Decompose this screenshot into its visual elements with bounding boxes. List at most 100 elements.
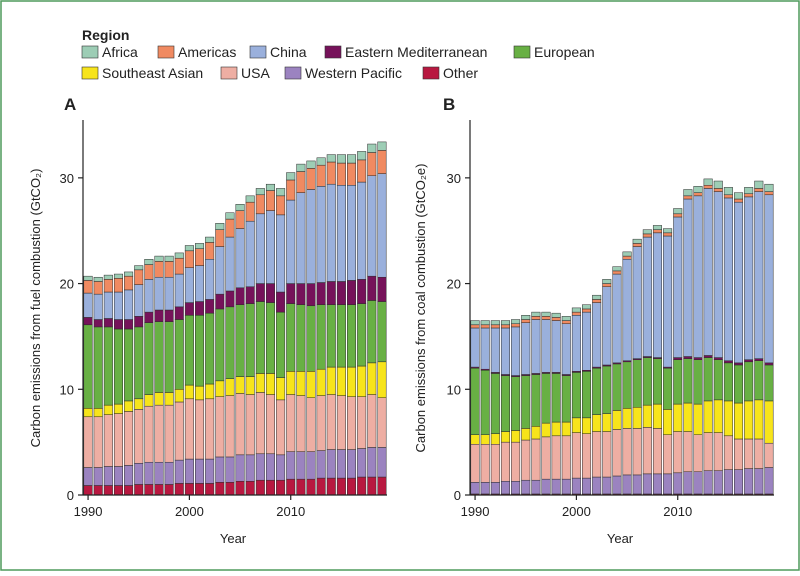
bar-b-1991-western-pacific bbox=[480, 482, 490, 495]
x-tick-label-b-2010: 2010 bbox=[663, 504, 692, 519]
bar-a-1999-eastern-mediterranean bbox=[174, 306, 184, 320]
bar-b-1992-western-pacific bbox=[490, 482, 500, 495]
bar-b-2004-european bbox=[612, 363, 622, 411]
bar-a-2001-china bbox=[195, 265, 205, 302]
legend-entry-eastern-mediterranean: Eastern Mediterranean bbox=[324, 44, 487, 60]
bar-a-1990-usa bbox=[83, 416, 93, 468]
bar-a-2003-eastern-mediterranean bbox=[215, 293, 225, 310]
bar-a-2015-africa bbox=[336, 154, 346, 164]
bar-a-2014-africa bbox=[326, 154, 336, 163]
y-tick-label-a-20: 20 bbox=[60, 277, 74, 292]
bar-a-1992-western-pacific bbox=[103, 466, 113, 486]
bar-a-1999-americas bbox=[174, 257, 184, 275]
bar-b-1994-china bbox=[511, 326, 521, 376]
bar-b-1991-china bbox=[480, 327, 490, 370]
bar-b-1999-western-pacific bbox=[561, 478, 571, 495]
bar-a-2003-western-pacific bbox=[215, 456, 225, 483]
bar-a-2012-china bbox=[306, 189, 316, 284]
bar-a-2018-africa bbox=[367, 143, 377, 153]
bar-a-2005-eastern-mediterranean bbox=[235, 287, 245, 305]
bar-b-1993-americas bbox=[500, 324, 510, 329]
bar-a-2018-usa bbox=[367, 394, 377, 448]
bar-b-2005-usa bbox=[622, 428, 632, 476]
bar-b-2015-eastern-mediterranean bbox=[723, 360, 733, 364]
bar-b-2008-americas bbox=[652, 229, 662, 234]
bar-b-2014-southeast-asian bbox=[713, 399, 723, 433]
bar-a-1993-european bbox=[113, 328, 123, 405]
bar-b-1996-china bbox=[531, 319, 541, 374]
bar-b-2002-china bbox=[592, 302, 602, 368]
bar-b-1995-european bbox=[521, 375, 531, 429]
bar-b-1996-usa bbox=[531, 438, 541, 481]
bar-b-2019-africa bbox=[764, 183, 774, 192]
bar-a-2014-americas bbox=[326, 161, 336, 185]
bar-a-2001-eastern-mediterranean bbox=[195, 301, 205, 316]
bar-b-2004-china bbox=[612, 273, 622, 364]
bar-b-2004-southeast-asian bbox=[612, 410, 622, 430]
bar-b-2013-africa bbox=[703, 178, 713, 186]
bar-b-1996-western-pacific bbox=[531, 479, 541, 495]
bar-b-2016-western-pacific bbox=[734, 469, 744, 495]
x-tick-label-b-1990: 1990 bbox=[461, 504, 490, 519]
bar-b-2012-southeast-asian bbox=[693, 403, 703, 435]
bar-a-2019-africa bbox=[377, 141, 387, 151]
bar-b-1993-china bbox=[500, 327, 510, 375]
legend-label-usa: USA bbox=[241, 65, 270, 81]
bar-a-1994-other bbox=[124, 485, 134, 496]
bar-b-2008-africa bbox=[652, 225, 662, 230]
bar-b-2019-usa bbox=[764, 442, 774, 468]
bar-a-2015-americas bbox=[336, 162, 346, 186]
bar-a-2013-southeast-asian bbox=[316, 368, 326, 396]
bar-b-1990-americas bbox=[470, 324, 480, 329]
bar-a-2000-eastern-mediterranean bbox=[184, 302, 194, 316]
bar-a-1993-southeast-asian bbox=[113, 403, 123, 414]
bar-b-1999-americas bbox=[561, 320, 571, 324]
bar-a-2010-americas bbox=[286, 179, 296, 201]
bar-b-2017-africa bbox=[744, 187, 754, 194]
bar-b-2017-china bbox=[744, 196, 754, 360]
legend-swatch-other bbox=[422, 66, 440, 80]
bar-a-2001-southeast-asian bbox=[195, 385, 205, 401]
bar-b-2002-americas bbox=[592, 299, 602, 303]
bar-a-1999-western-pacific bbox=[174, 459, 184, 484]
bar-a-1996-southeast-asian bbox=[144, 394, 154, 407]
bar-a-2008-africa bbox=[265, 183, 275, 191]
bar-a-2016-european bbox=[347, 304, 357, 368]
bar-a-2000-africa bbox=[184, 245, 194, 252]
bar-a-2019-americas bbox=[377, 150, 387, 174]
panel-a-xlabel: Year bbox=[220, 531, 247, 546]
bar-b-2010-usa bbox=[673, 431, 683, 474]
bar-a-2012-africa bbox=[306, 160, 316, 169]
bar-b-2007-usa bbox=[642, 427, 652, 475]
bar-a-2010-africa bbox=[286, 172, 296, 181]
bar-a-2007-southeast-asian bbox=[255, 373, 265, 393]
bar-b-2003-africa bbox=[602, 279, 612, 284]
bar-b-2016-southeast-asian bbox=[734, 402, 744, 440]
bar-b-2001-southeast-asian bbox=[582, 417, 592, 434]
bar-b-2014-european bbox=[713, 359, 723, 401]
bar-a-2011-americas bbox=[296, 171, 306, 193]
bar-a-2019-southeast-asian bbox=[377, 361, 387, 398]
bar-a-2016-usa bbox=[347, 396, 357, 450]
bar-a-2016-southeast-asian bbox=[347, 366, 357, 397]
bar-a-2019-usa bbox=[377, 397, 387, 448]
bar-a-1991-china bbox=[93, 293, 103, 320]
panel-b: B Carbon emissions from coal combustion … bbox=[413, 95, 774, 546]
bar-a-2003-americas bbox=[215, 229, 225, 247]
bar-a-1993-usa bbox=[113, 413, 123, 467]
bar-a-2007-european bbox=[255, 301, 265, 374]
bar-b-2016-usa bbox=[734, 438, 744, 470]
bar-a-2017-western-pacific bbox=[357, 448, 367, 478]
bar-b-2002-usa bbox=[592, 431, 602, 478]
bar-a-2009-eastern-mediterranean bbox=[276, 291, 286, 313]
bar-b-2008-china bbox=[652, 232, 662, 358]
bar-a-1996-other bbox=[144, 484, 154, 496]
legend-swatch-africa bbox=[81, 45, 99, 59]
bar-a-2009-western-pacific bbox=[276, 454, 286, 481]
bar-b-1997-western-pacific bbox=[541, 478, 551, 495]
bar-a-2005-china bbox=[235, 228, 245, 289]
bar-b-2011-european bbox=[683, 358, 693, 404]
bar-a-2010-other bbox=[286, 478, 296, 496]
bar-a-2004-southeast-asian bbox=[225, 378, 235, 396]
bar-a-2007-western-pacific bbox=[255, 453, 265, 481]
